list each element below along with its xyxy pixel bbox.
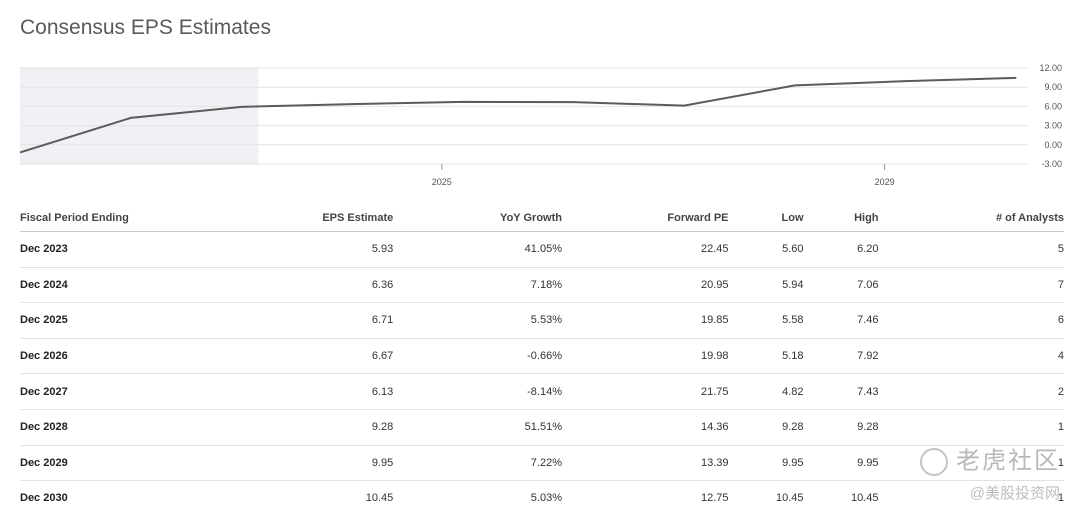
historical-shade xyxy=(20,68,259,164)
cell-yoy: 51.51% xyxy=(393,409,562,446)
watermark: 老虎社区 @美股投资网 xyxy=(920,448,1060,501)
header-fiscal-period: Fiscal Period Ending xyxy=(20,205,200,232)
cell-pe: 22.45 xyxy=(561,231,729,268)
y-tick-label: -3.00 xyxy=(1041,159,1062,169)
cell-low: 9.95 xyxy=(728,445,804,482)
table-row: Dec 2030 10.45 5.03% 12.75 10.45 10.45 1 xyxy=(20,481,1064,516)
header-eps-estimate: EPS Estimate xyxy=(200,205,394,232)
cell-eps: 6.36 xyxy=(200,267,394,304)
cell-eps: 6.71 xyxy=(200,302,394,339)
cell-yoy: -8.14% xyxy=(393,373,562,410)
cell-low: 10.45 xyxy=(775,492,804,505)
cell-pe: 13.39 xyxy=(561,445,729,482)
cell-period: Dec 2027 xyxy=(20,373,200,410)
cell-period: Dec 2023 xyxy=(20,231,200,268)
cell-analysts: 1 xyxy=(878,445,1064,482)
cell-high: 9.95 xyxy=(803,445,879,482)
cell-yoy: 41.05% xyxy=(393,231,562,268)
y-tick-label: 6.00 xyxy=(1044,101,1062,111)
cell-pe: 19.85 xyxy=(561,302,729,339)
cell-yoy: 7.18% xyxy=(393,267,562,304)
cell-low: 5.18 xyxy=(728,338,804,375)
cell-low: 5.94 xyxy=(728,267,804,304)
cell-high: 7.43 xyxy=(803,373,879,410)
cell-eps: 5.93 xyxy=(200,231,394,268)
cell-high: 7.92 xyxy=(803,338,879,375)
cell-period: Dec 2029 xyxy=(20,445,200,482)
cell-eps: 6.67 xyxy=(200,338,394,375)
watermark-brand: 老虎社区 xyxy=(956,447,1060,475)
cell-pe: 14.36 xyxy=(561,409,729,446)
table-row: Dec 2026 6.67 -0.66% 19.98 5.18 7.92 4 xyxy=(20,338,1064,375)
cell-period: Dec 2024 xyxy=(20,267,200,304)
cell-analysts: 2 xyxy=(878,373,1064,410)
table-row: Dec 2024 6.36 7.18% 20.95 5.94 7.06 7 xyxy=(20,267,1064,304)
cell-eps: 6.13 xyxy=(200,373,394,410)
header-forward-pe: Forward PE xyxy=(561,205,729,232)
cell-period: Dec 2028 xyxy=(20,409,200,446)
cell-high: 6.20 xyxy=(803,231,879,268)
table-row: Dec 2023 5.93 41.05% 22.45 5.60 6.20 5 xyxy=(20,231,1064,268)
cell-yoy: 5.03% xyxy=(530,492,562,505)
cell-yoy: 5.53% xyxy=(393,302,562,339)
table-row: Dec 2025 6.71 5.53% 19.85 5.58 7.46 6 xyxy=(20,302,1064,339)
cell-eps: 10.45 xyxy=(365,492,394,505)
header-num-analysts: # of Analysts xyxy=(878,205,1064,232)
y-tick-label: 9.00 xyxy=(1044,82,1062,92)
x-tick-label: 2029 xyxy=(875,177,895,187)
watermark-sub: @美股投资网 xyxy=(969,485,1060,502)
cell-period: Dec 2025 xyxy=(20,302,200,339)
cell-pe: 19.98 xyxy=(561,338,729,375)
y-tick-label: 3.00 xyxy=(1044,121,1062,131)
table-row: Dec 2027 6.13 -8.14% 21.75 4.82 7.43 2 xyxy=(20,373,1064,410)
cell-low: 4.82 xyxy=(728,373,804,410)
cell-pe: 12.75 xyxy=(700,492,729,505)
cell-period: Dec 2026 xyxy=(20,338,200,375)
cell-low: 5.58 xyxy=(728,302,804,339)
header-high: High xyxy=(803,205,879,232)
header-low: Low xyxy=(728,205,804,232)
cell-analysts: 7 xyxy=(878,267,1064,304)
cell-analysts: 1 xyxy=(1057,492,1064,505)
x-tick-label: 2025 xyxy=(432,177,452,187)
cell-eps: 9.95 xyxy=(200,445,394,482)
eps-series-line xyxy=(19,76,1017,154)
cell-pe: 21.75 xyxy=(561,373,729,410)
cell-yoy: 7.22% xyxy=(393,445,562,482)
cell-analysts: 5 xyxy=(878,231,1064,268)
cell-analysts: 4 xyxy=(878,338,1064,375)
cell-high: 9.28 xyxy=(803,409,879,446)
table-row: Dec 2029 9.95 7.22% 13.39 9.95 9.95 1 xyxy=(20,445,1064,482)
cell-high: 10.45 xyxy=(850,492,879,505)
cell-high: 7.46 xyxy=(803,302,879,339)
eps-line-chart: 12.00 9.00 6.00 3.00 0.00 -3.00 2025 2029 xyxy=(19,63,1062,187)
table-row: Dec 2028 9.28 51.51% 14.36 9.28 9.28 1 xyxy=(20,409,1064,446)
cell-period: Dec 2030 xyxy=(20,492,68,505)
cell-pe: 20.95 xyxy=(561,267,729,304)
cell-high: 7.06 xyxy=(803,267,879,304)
cell-eps: 9.28 xyxy=(200,409,394,446)
cell-yoy: -0.66% xyxy=(393,338,562,375)
cell-low: 9.28 xyxy=(728,409,804,446)
tiger-logo-icon xyxy=(920,448,948,476)
y-tick-label: 12.00 xyxy=(1039,63,1062,73)
y-tick-label: 0.00 xyxy=(1044,140,1062,150)
page-title: Consensus EPS Estimates xyxy=(20,16,271,39)
table-header-row: Fiscal Period Ending EPS Estimate YoY Gr… xyxy=(20,205,1064,232)
eps-estimates-table: Fiscal Period Ending EPS Estimate YoY Gr… xyxy=(20,205,1064,516)
header-yoy-growth: YoY Growth xyxy=(393,205,562,232)
cell-low: 5.60 xyxy=(728,231,804,268)
cell-analysts: 1 xyxy=(878,409,1064,446)
cell-analysts: 6 xyxy=(878,302,1064,339)
